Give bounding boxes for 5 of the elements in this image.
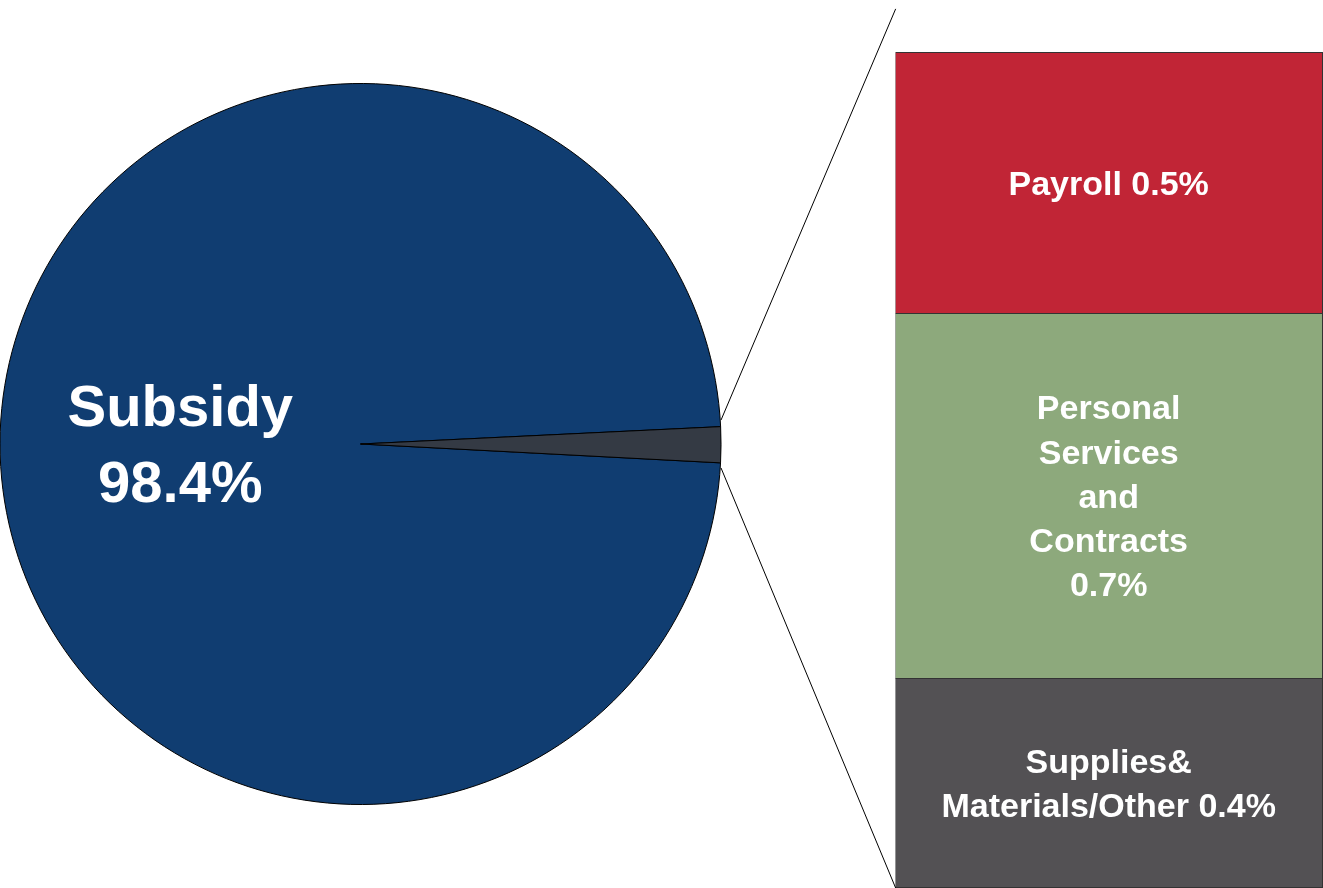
data-label: Supplies& Materials/Other 0.4% — [941, 741, 1276, 824]
data-label: 98.4% — [98, 448, 263, 514]
data-label: Personal Services and Contracts 0.7% — [1029, 388, 1189, 604]
slice-label: Subsidy — [67, 373, 294, 439]
data-label: Payroll 0.5% — [1008, 163, 1209, 202]
